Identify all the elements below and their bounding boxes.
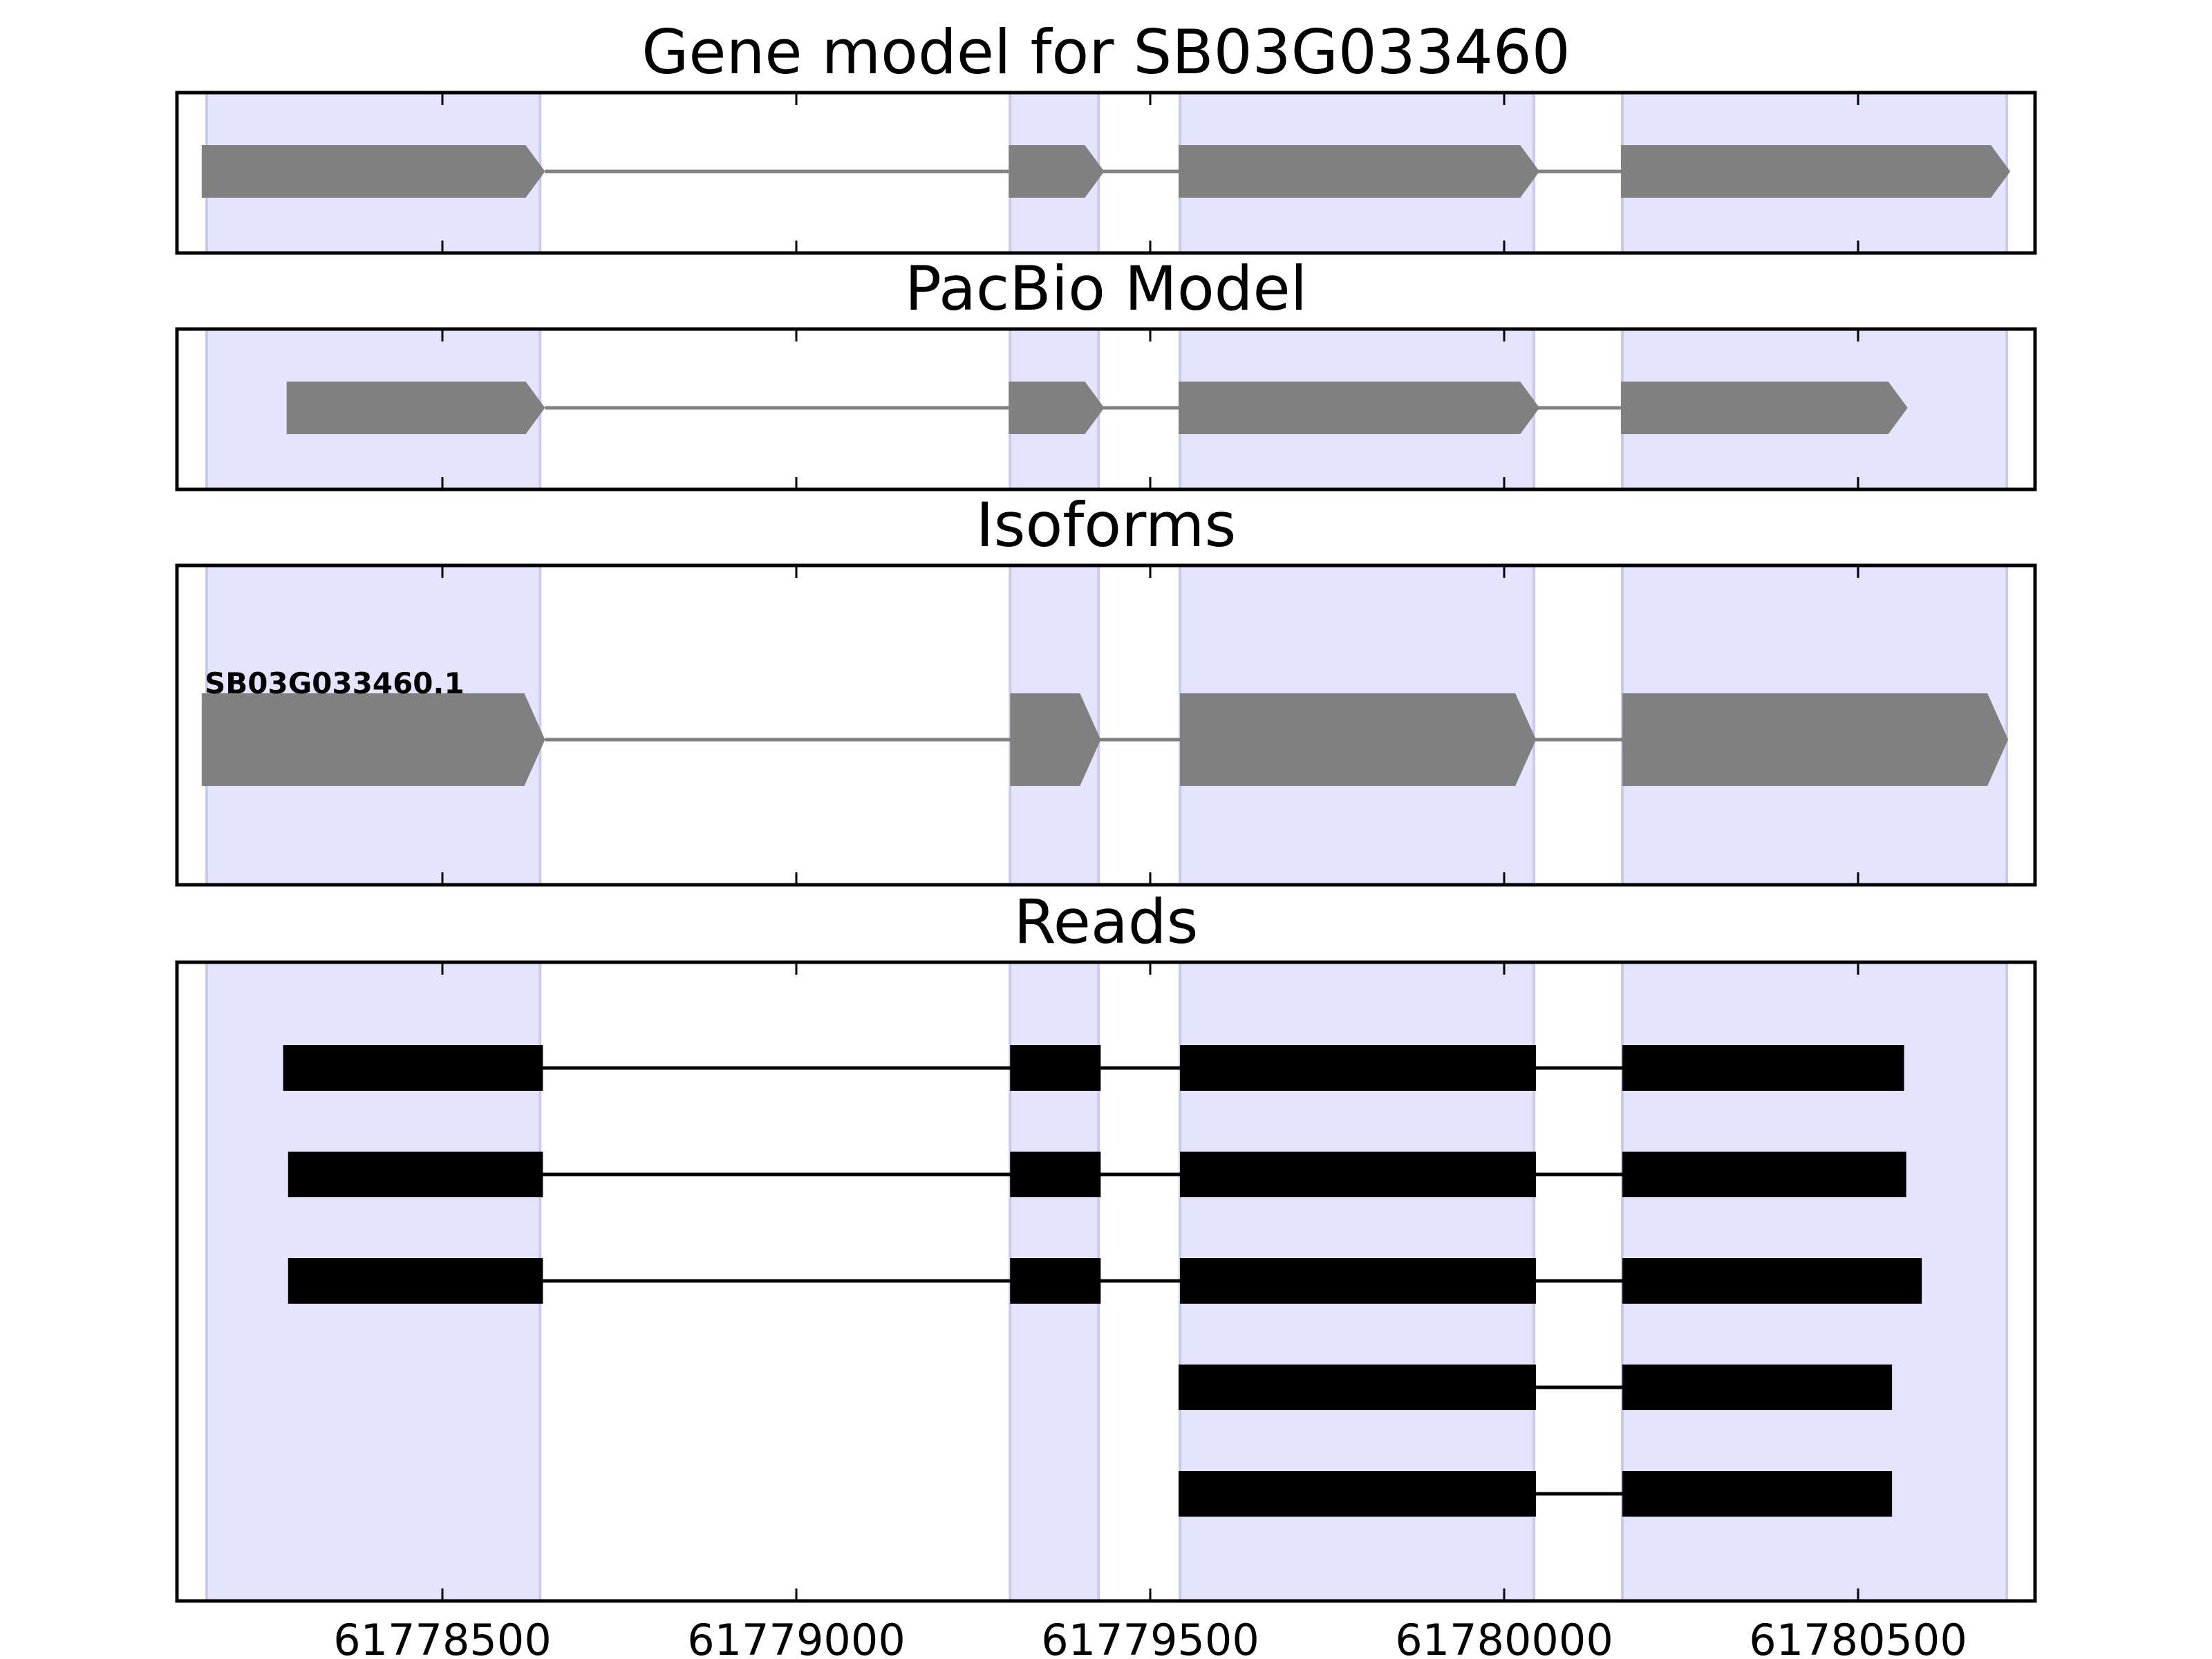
reads-title: Reads [1014, 886, 1199, 957]
exon-feature [1620, 145, 2011, 198]
x-tick-label: 61780500 [1749, 1615, 1967, 1659]
read-block [288, 1152, 543, 1197]
exon-feature [1009, 382, 1105, 434]
exon-feature [1009, 145, 1105, 198]
x-tick-label: 61780000 [1395, 1615, 1613, 1659]
read-block [1622, 1258, 1922, 1304]
exon-feature [1010, 693, 1101, 786]
read-block [1622, 1045, 1904, 1091]
read-block [1180, 1045, 1537, 1091]
pacbio-model-title: PacBio Model [905, 253, 1307, 324]
read-block [288, 1258, 543, 1304]
x-tick-label: 61778500 [333, 1615, 552, 1659]
exon-feature [201, 693, 545, 786]
axes-frame [175, 327, 2037, 491]
read-block [1010, 1045, 1101, 1091]
read-block [1178, 1471, 1537, 1517]
exon-feature [1622, 693, 2009, 786]
gene-model-title: Gene model for SB03G033460 [641, 17, 1571, 88]
x-tick-label: 61779500 [1041, 1615, 1259, 1659]
exon-feature [286, 382, 545, 434]
read-block [1010, 1258, 1101, 1304]
read-block [1010, 1152, 1101, 1197]
read-block [283, 1045, 543, 1091]
axes-frame [175, 960, 2037, 1603]
read-block [1622, 1365, 1893, 1410]
axes-frame [175, 563, 2037, 887]
exon-feature [1180, 693, 1537, 786]
exon-feature [201, 145, 545, 198]
exon-feature [1620, 382, 1908, 434]
isoforms-title: Isoforms [976, 489, 1237, 561]
read-block [1622, 1471, 1893, 1517]
x-tick-label: 61779000 [687, 1615, 906, 1659]
isoform-label: SB03G033460.1 [205, 666, 465, 700]
read-block [1180, 1258, 1537, 1304]
axes-frame [175, 91, 2037, 255]
read-block [1180, 1152, 1537, 1197]
exon-feature [1178, 145, 1540, 198]
exon-feature [1178, 382, 1540, 434]
read-block [1622, 1152, 1906, 1197]
read-block [1178, 1365, 1537, 1410]
